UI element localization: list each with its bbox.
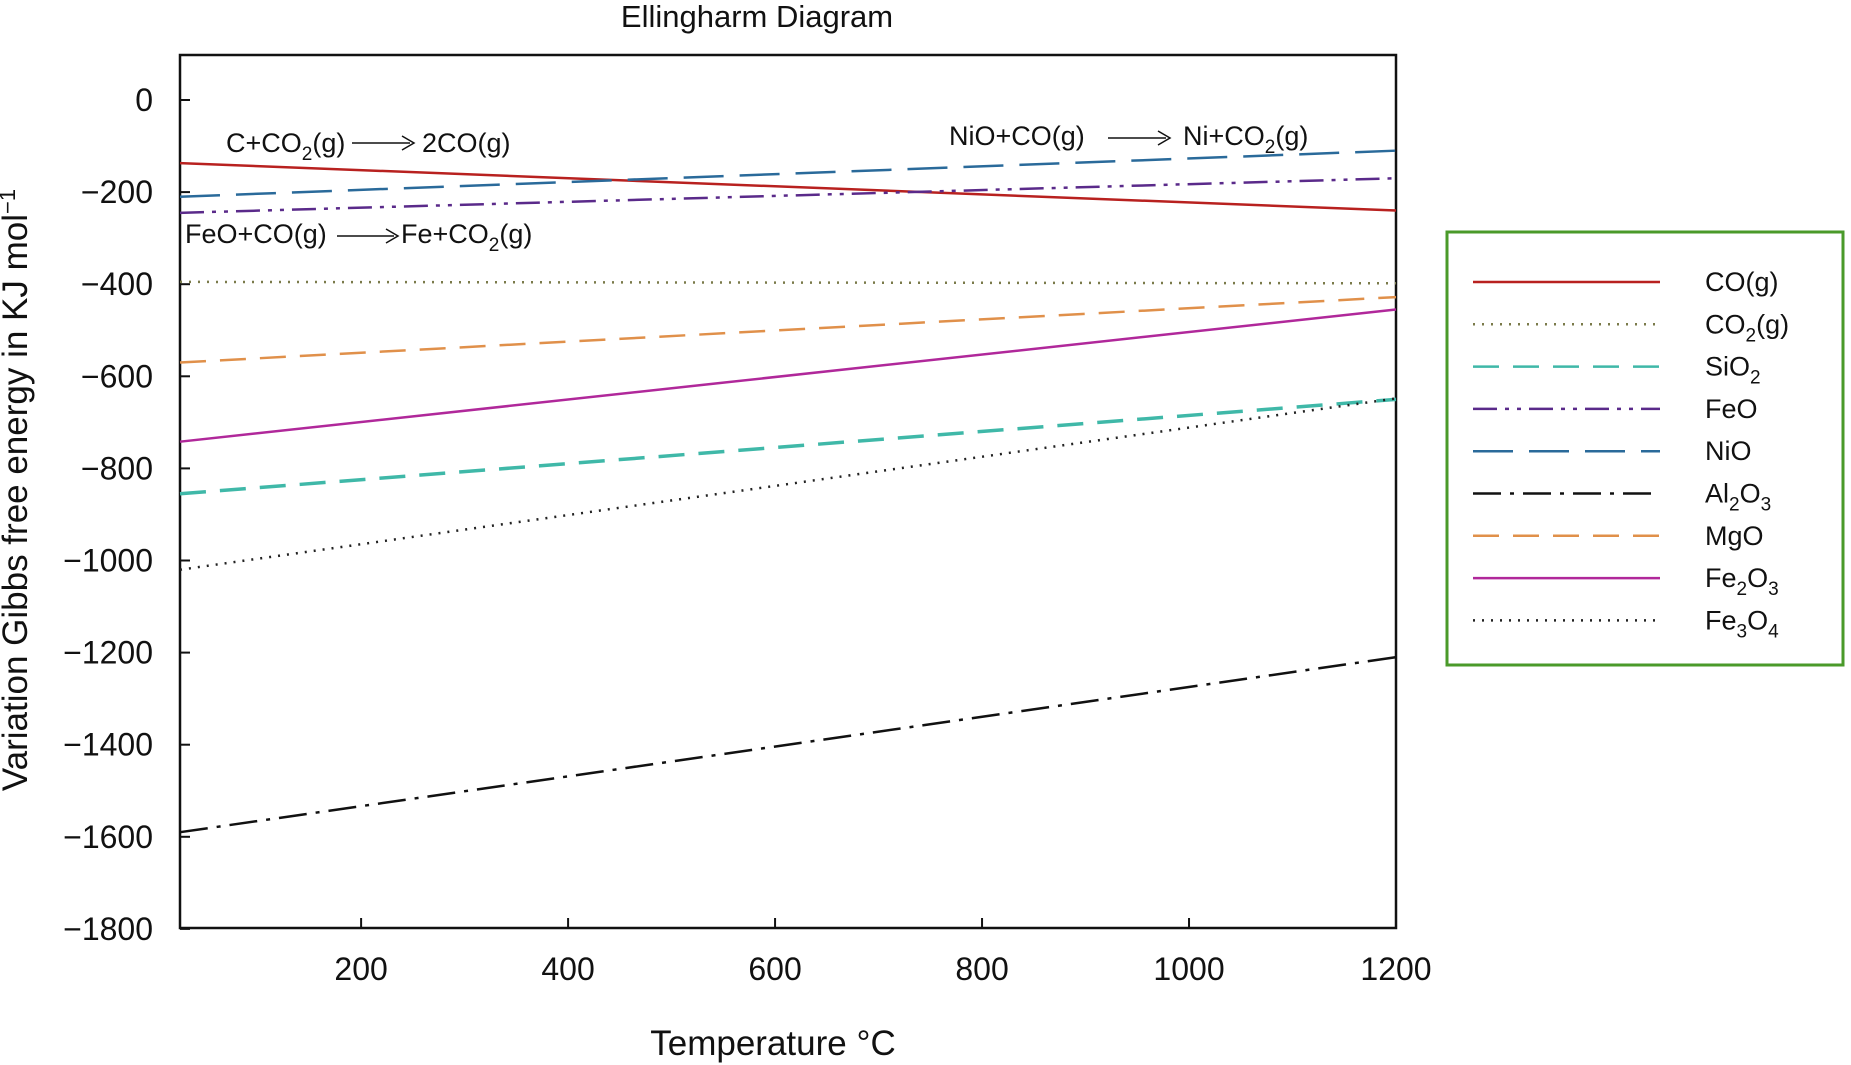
x-tick-label: 400 xyxy=(541,951,594,987)
y-axis-title-text: Variation Gibbs free energy in KJ mol xyxy=(0,214,35,791)
y-tick-label: −600 xyxy=(81,358,153,394)
legend-items: CO(g) CO2(g) SiO2 FeO NiO Al2O3 MgO Fe2O3 Fe3O4 xyxy=(1473,267,1789,642)
legend-label-sio2: SiO2 xyxy=(1705,352,1761,389)
series-line-sio2 xyxy=(179,397,1397,496)
x-axis-ticks: 200 400 600 800 1000 1200 xyxy=(334,918,1432,987)
series-line-cog xyxy=(179,161,1397,212)
series-line-nio xyxy=(179,149,1397,198)
annotation-co-reaction-products: 2CO(g) xyxy=(422,128,511,158)
series-line-al2o3 xyxy=(179,655,1397,834)
reaction-arrow-head xyxy=(385,228,400,244)
y-tick-label: −1800 xyxy=(63,911,153,947)
legend: CO(g) CO2(g) SiO2 FeO NiO Al2O3 MgO Fe2O3 Fe3O4 xyxy=(1445,230,1845,667)
legend-label-fe3o4: Fe3O4 xyxy=(1705,605,1779,642)
reaction-arrow-head xyxy=(1157,130,1172,146)
y-axis-title: Variation Gibbs free energy in KJ mol−1 xyxy=(0,189,35,791)
annotation-co-reaction-reactants: C+CO2(g) xyxy=(226,128,345,165)
y-tick-label: −1400 xyxy=(63,727,153,763)
x-axis-title: Temperature °C xyxy=(650,1024,895,1063)
y-axis-ticks: 0 −200 −400 −600 −800 −1000 −1200 −1400 −1600 −18… xyxy=(63,82,190,947)
legend-label-mgo: MgO xyxy=(1705,521,1764,551)
x-tick-label: 800 xyxy=(955,951,1008,987)
plot-area xyxy=(178,53,1398,930)
annotation-feo-reaction-reactants: FeO+CO(g) xyxy=(185,219,327,249)
series-line-mgo xyxy=(179,295,1397,364)
y-tick-label: −1600 xyxy=(63,819,153,855)
chart-title: Ellingharm Diagram xyxy=(621,0,893,34)
legend-label-fe2o3: Fe2O3 xyxy=(1705,563,1779,600)
y-tick-label: −200 xyxy=(81,174,153,210)
y-tick-label: −1000 xyxy=(63,543,153,579)
y-tick-label: 0 xyxy=(135,82,153,118)
y-tick-label: −800 xyxy=(81,450,153,486)
legend-label-al2o3: Al2O3 xyxy=(1705,479,1771,516)
y-tick-label: −1200 xyxy=(63,635,153,671)
x-tick-label: 1200 xyxy=(1360,951,1431,987)
annotation-nio-reaction-reactants: NiO+CO(g) xyxy=(949,121,1085,151)
x-tick-label: 200 xyxy=(334,951,387,987)
legend-label-co2g: CO2(g) xyxy=(1705,309,1789,346)
series-line-fe3o4 xyxy=(179,397,1397,571)
series-line-fe2o3 xyxy=(179,308,1397,443)
legend-label-nio: NiO xyxy=(1705,436,1752,466)
x-tick-label: 600 xyxy=(748,951,801,987)
legend-label-cog: CO(g) xyxy=(1705,267,1779,297)
series-line-feo xyxy=(179,177,1397,215)
series-line-co2g xyxy=(179,280,1397,285)
x-tick-label: 1000 xyxy=(1153,951,1224,987)
y-axis-title-superscript: −1 xyxy=(0,189,20,214)
reaction-annotations: C+CO2(g) 2CO(g) FeO+CO(g) Fe+CO2(g) NiO+CO(g… xyxy=(185,121,1308,256)
annotation-nio-reaction-products: Ni+CO2(g) xyxy=(1183,121,1308,158)
reaction-arrow-head xyxy=(401,135,416,151)
annotation-feo-reaction-products: Fe+CO2(g) xyxy=(401,219,532,256)
series-lines xyxy=(179,149,1397,834)
legend-label-feo: FeO xyxy=(1705,394,1758,424)
y-tick-label: −400 xyxy=(81,266,153,302)
legend-box xyxy=(1445,230,1845,667)
